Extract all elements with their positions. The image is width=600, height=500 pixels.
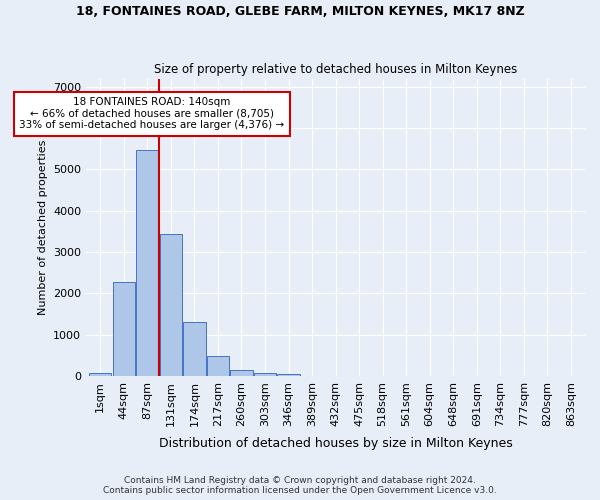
Text: Contains HM Land Registry data © Crown copyright and database right 2024.
Contai: Contains HM Land Registry data © Crown c… [103, 476, 497, 495]
Bar [207, 356, 229, 376]
Bar [136, 150, 158, 376]
Y-axis label: Number of detached properties: Number of detached properties [38, 140, 47, 315]
Bar [254, 373, 276, 376]
Title: Size of property relative to detached houses in Milton Keynes: Size of property relative to detached ho… [154, 63, 517, 76]
Bar [113, 282, 135, 376]
Bar [89, 373, 112, 376]
X-axis label: Distribution of detached houses by size in Milton Keynes: Distribution of detached houses by size … [158, 437, 512, 450]
Text: 18, FONTAINES ROAD, GLEBE FARM, MILTON KEYNES, MK17 8NZ: 18, FONTAINES ROAD, GLEBE FARM, MILTON K… [76, 5, 524, 18]
Bar [277, 374, 299, 376]
Bar [183, 322, 206, 376]
Bar [230, 370, 253, 376]
Text: 18 FONTAINES ROAD: 140sqm
← 66% of detached houses are smaller (8,705)
33% of se: 18 FONTAINES ROAD: 140sqm ← 66% of detac… [19, 97, 284, 130]
Bar [160, 234, 182, 376]
